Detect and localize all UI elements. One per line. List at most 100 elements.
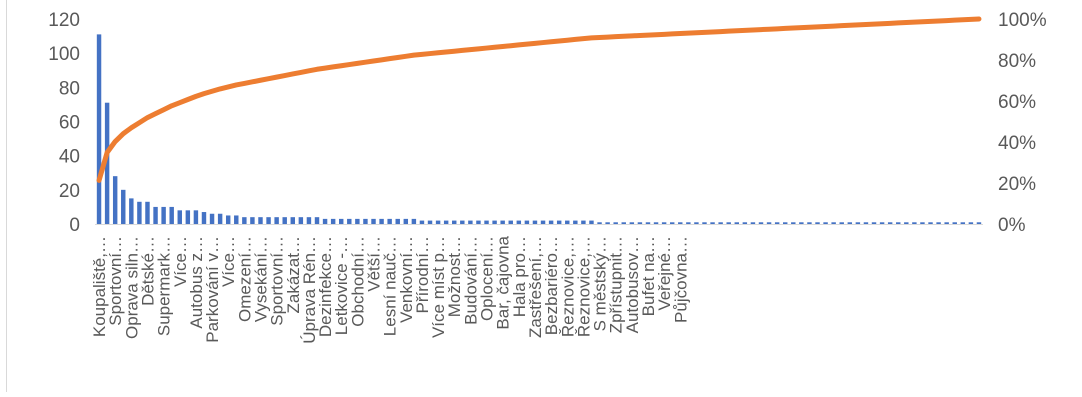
- bar: [863, 222, 869, 224]
- bar: [855, 222, 861, 224]
- bar: [823, 222, 828, 224]
- bar: [896, 222, 901, 224]
- bar: [177, 210, 182, 224]
- bar: [387, 218, 392, 225]
- bar: [500, 220, 505, 224]
- x-tick-label: Vysekání…: [251, 236, 270, 322]
- bar: [330, 218, 336, 225]
- bar: [225, 215, 231, 224]
- chart-frame-edge: [6, 0, 7, 392]
- bar: [565, 220, 570, 224]
- bar: [476, 220, 481, 224]
- right-y-tick-label: 20%: [998, 174, 1036, 195]
- x-tick-label: Bar, čajovna: [494, 235, 513, 329]
- bar: [169, 206, 174, 224]
- x-tick-label: Dětské…: [138, 236, 157, 306]
- x-tick-label: Omezení…: [235, 236, 254, 322]
- x-tick-label: Veřejné…: [655, 236, 674, 311]
- bar: [597, 222, 602, 224]
- bar: [605, 222, 610, 224]
- right-y-tick-label: 60%: [998, 92, 1036, 113]
- x-tick-label: Bezbariéro…: [542, 236, 561, 335]
- x-tick-label: Autobusov…: [623, 236, 642, 333]
- bar: [573, 220, 578, 224]
- left-y-tick-label: 40: [59, 147, 80, 168]
- x-tick-label: Supermark…: [155, 236, 174, 336]
- bar: [484, 220, 489, 224]
- bar: [645, 222, 651, 224]
- bar: [290, 217, 295, 224]
- bar: [976, 222, 982, 224]
- x-tick-label: Zpřístupnit…: [607, 236, 626, 333]
- right-y-tick-label: 100%: [998, 10, 1047, 31]
- x-tick-label: Venkovní…: [397, 236, 416, 323]
- bar: [936, 222, 941, 224]
- bar: [879, 222, 885, 224]
- x-tick-label: Přírodní…: [413, 236, 432, 313]
- bar: [783, 222, 788, 224]
- bar: [217, 213, 223, 224]
- left-y-tick-label: 20: [59, 181, 80, 202]
- bar: [153, 206, 158, 224]
- bar: [928, 222, 933, 224]
- x-tick-label: Větší…: [365, 236, 384, 292]
- bar: [742, 222, 748, 224]
- bar: [831, 222, 836, 224]
- bar: [968, 222, 974, 224]
- bar: [726, 222, 731, 224]
- bar: [661, 222, 667, 224]
- bar-series: [96, 34, 982, 225]
- x-tick-label: Oprava siln…: [122, 236, 141, 339]
- bar: [581, 220, 586, 224]
- bar: [774, 222, 780, 224]
- x-tick-label: Hala pro…: [510, 236, 529, 317]
- x-tick-label: Zastřešení,…: [526, 236, 545, 338]
- bar: [556, 220, 562, 224]
- bar: [161, 206, 166, 224]
- bar: [758, 222, 764, 224]
- x-tick-label: Půjčovna…: [671, 236, 690, 323]
- bar: [629, 222, 635, 224]
- x-tick-label: Lesní nauč…: [381, 236, 400, 336]
- x-axis-labels: Koupaliště,…Sportovní…Oprava siln…Dětské…: [90, 235, 690, 343]
- bar: [710, 222, 715, 224]
- bar: [944, 222, 949, 224]
- bar: [653, 222, 659, 224]
- bar: [363, 218, 368, 225]
- bar: [791, 222, 796, 224]
- x-tick-label: Dezinfekce…: [316, 236, 335, 337]
- left-y-tick-label: 80: [59, 78, 80, 99]
- bar: [258, 217, 263, 224]
- right-y-tick-label: 80%: [998, 51, 1036, 72]
- bar: [104, 102, 110, 224]
- bar: [306, 217, 312, 224]
- cumulative-percent-line: [96, 16, 982, 183]
- bar: [887, 222, 893, 224]
- bar: [718, 222, 723, 224]
- x-tick-label: Řeznovice,…: [558, 236, 577, 337]
- bar: [145, 201, 150, 224]
- bar: [193, 210, 199, 224]
- bar: [137, 201, 142, 224]
- bar: [250, 217, 255, 224]
- x-tick-label: Obchodní…: [348, 236, 367, 327]
- left-y-tick-label: 60: [59, 113, 80, 134]
- bar: [766, 222, 772, 224]
- bar: [589, 220, 594, 224]
- bar: [395, 218, 400, 225]
- bar: [460, 220, 465, 224]
- bar: [912, 222, 917, 224]
- bar: [112, 176, 118, 224]
- bar: [807, 222, 812, 224]
- x-tick-label: Více…: [171, 236, 190, 287]
- x-tick-label: Možnost…: [445, 236, 464, 317]
- x-tick-label: Letkovice -…: [332, 236, 351, 335]
- bar: [847, 222, 853, 224]
- bar: [532, 220, 538, 224]
- bar: [468, 220, 473, 224]
- bar: [694, 222, 699, 224]
- bar: [411, 218, 417, 225]
- bar: [339, 218, 344, 225]
- bar: [815, 222, 820, 224]
